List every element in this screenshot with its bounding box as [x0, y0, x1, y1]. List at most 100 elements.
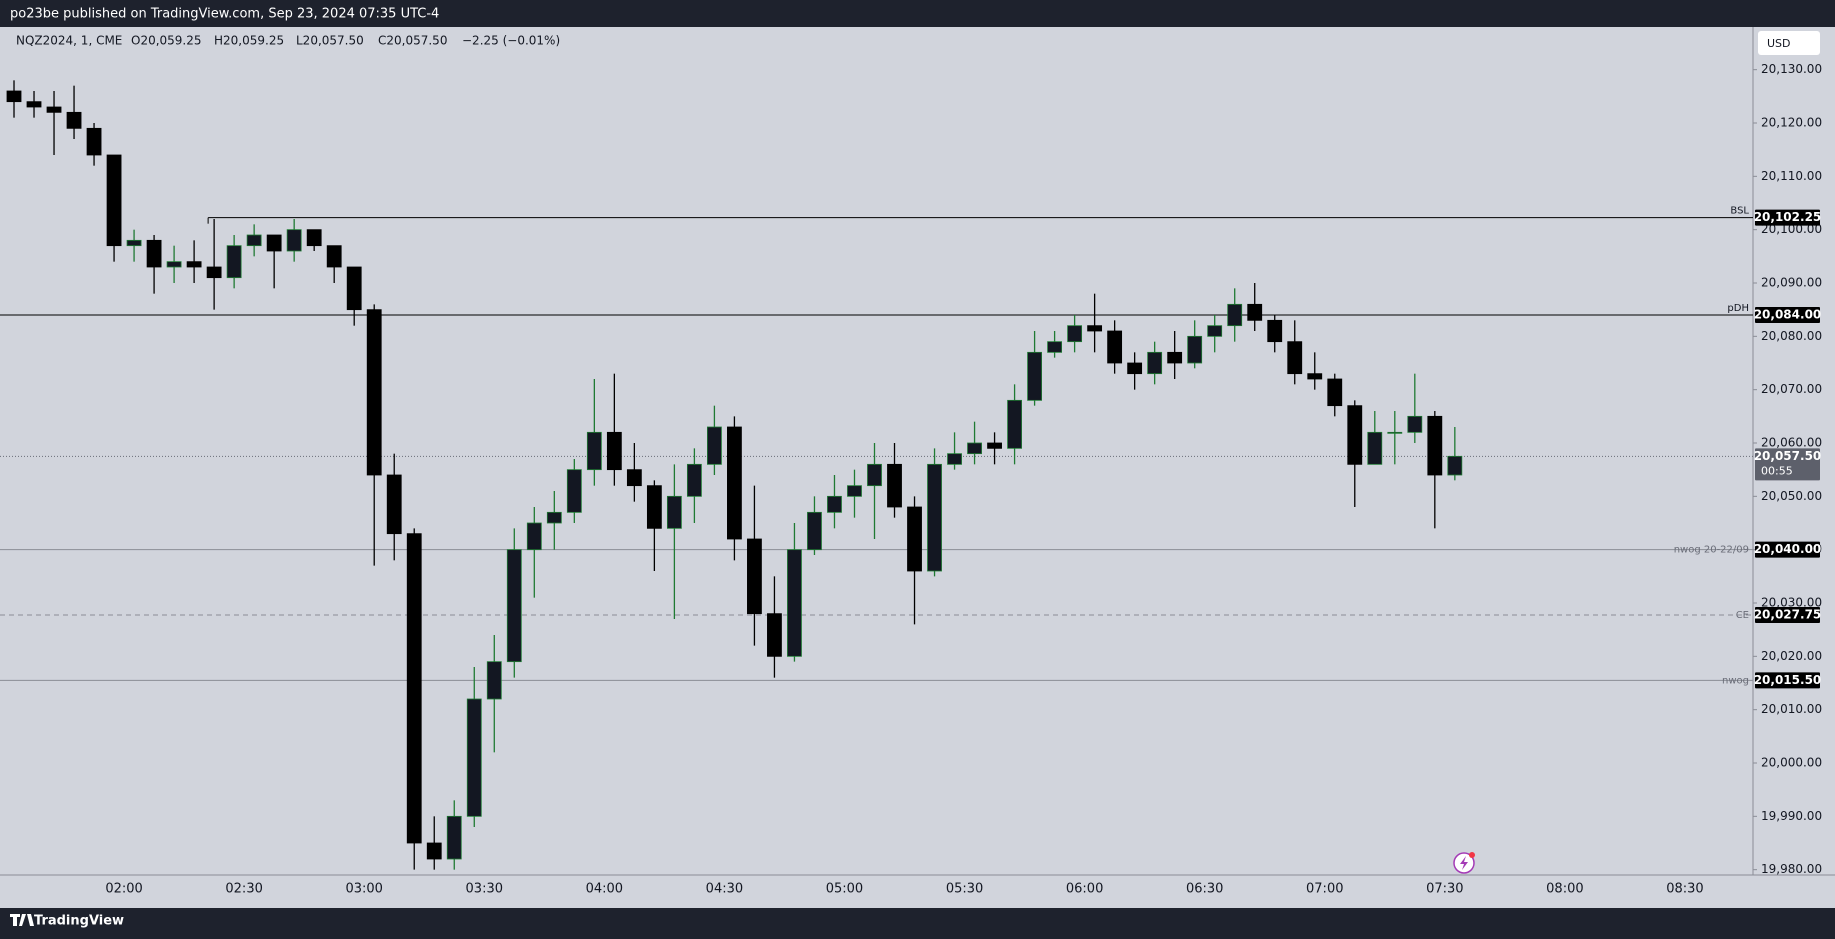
candle-body [1327, 378, 1343, 407]
y-tick-label: 19,990.00 [1761, 809, 1822, 823]
candle-body [1227, 303, 1243, 327]
candle-body [186, 261, 202, 268]
candle-body [46, 106, 62, 113]
candle-body [787, 549, 802, 657]
level-name: BSL [1730, 206, 1749, 217]
x-tick-label: 06:00 [1066, 882, 1103, 897]
candle-body [366, 309, 382, 476]
candle-body [1127, 362, 1143, 375]
candle-body [146, 239, 162, 268]
candle-body [747, 538, 762, 615]
candle-body [1087, 325, 1103, 332]
y-tick-label: 20,090.00 [1761, 276, 1822, 290]
candle-body [326, 245, 342, 268]
candle-body [767, 613, 782, 657]
y-tick-label: 20,050.00 [1761, 489, 1822, 503]
candle-body [1347, 405, 1363, 465]
y-tick-label: 20,130.00 [1761, 62, 1822, 76]
candle-body [1267, 319, 1283, 343]
candle-body [286, 229, 302, 252]
candle-body [566, 469, 582, 513]
candle-body [606, 431, 622, 471]
candle-body [426, 842, 442, 860]
candle-body [1187, 335, 1203, 364]
price-label-box [1755, 209, 1820, 226]
candle-body [1207, 325, 1223, 337]
candle-body [226, 245, 242, 279]
candle-body [526, 522, 542, 551]
x-tick-label: 03:00 [345, 882, 382, 897]
lightning-icon[interactable] [1453, 852, 1475, 874]
price-label: 20,057.50 [1754, 449, 1822, 463]
legend: NQZ2024, 1, CME O20,059.25 H20,059.25 L2… [16, 34, 560, 48]
candle-body [506, 549, 522, 663]
y-tick-label: 20,110.00 [1761, 169, 1822, 183]
currency[interactable]: USD [1767, 37, 1791, 50]
candle-body [1307, 373, 1323, 380]
price-label-box [1755, 307, 1820, 323]
x-tick-label: 07:30 [1426, 882, 1463, 897]
level-name: CE [1736, 610, 1749, 621]
candle-body [1427, 415, 1443, 476]
y-tick-label: 20,120.00 [1761, 116, 1822, 130]
candle-body [1387, 431, 1403, 434]
candle-body [1107, 330, 1123, 364]
candle-body [546, 511, 562, 524]
y-tick-label: 20,000.00 [1761, 756, 1822, 770]
candle-body [246, 234, 262, 247]
candle-body [1367, 431, 1383, 465]
candle-body [406, 533, 422, 844]
candle-body [66, 111, 82, 129]
x-tick-label: 07:00 [1306, 882, 1343, 897]
x-tick-label: 08:30 [1666, 882, 1703, 897]
candle-body [646, 485, 662, 529]
candle-body [847, 485, 862, 497]
brand: TradingView [34, 914, 124, 929]
price-label: 20,084.00 [1754, 308, 1822, 322]
time-axis [0, 875, 1835, 908]
y-tick-label: 20,030.00 [1761, 596, 1822, 610]
candle-body [1147, 351, 1163, 375]
candle-body [907, 506, 922, 572]
level-name: pDH [1727, 303, 1749, 314]
x-tick-label: 02:30 [225, 882, 262, 897]
legend-high: H20,059.25 [214, 34, 284, 48]
candle-body [6, 90, 22, 103]
plot-area [0, 27, 1753, 875]
legend-low: L20,057.50 [296, 34, 364, 48]
icon-dot[interactable] [1469, 852, 1475, 858]
y-tick-label: 20,070.00 [1761, 382, 1822, 396]
candle-body [586, 431, 602, 471]
x-tick-label: 02:00 [105, 882, 142, 897]
legend-change: −2.25 (−0.01%) [462, 34, 560, 48]
price-label: 20,040.00 [1754, 542, 1822, 556]
candle-body [686, 463, 702, 497]
candle-body [1067, 325, 1083, 343]
candle-body [126, 239, 142, 247]
y-tick-label: 20,010.00 [1761, 702, 1822, 716]
candle-body [927, 463, 942, 572]
countdown: 00:55 [1761, 464, 1793, 477]
candle-body [666, 495, 682, 529]
candle-body [306, 229, 322, 247]
candle-body [266, 234, 282, 252]
candle-body [947, 453, 962, 465]
candle-body [626, 469, 642, 487]
currency-box[interactable] [1758, 31, 1820, 55]
brand-logo [10, 914, 34, 926]
legend-open: O20,059.25 [131, 34, 202, 48]
candle-body [466, 698, 482, 817]
candle-body [1167, 351, 1183, 364]
price-label-box [1755, 541, 1820, 558]
icon-bolt[interactable] [1460, 856, 1468, 870]
candle-body [1247, 303, 1263, 321]
header-text: po23be published on TradingView.com, Sep… [10, 7, 439, 22]
y-tick-label: 20,080.00 [1761, 329, 1822, 343]
candle-body [1047, 341, 1063, 353]
candle-body [827, 495, 842, 513]
candle-body [386, 474, 402, 535]
x-tick-label: 06:30 [1186, 882, 1223, 897]
x-tick-label: 04:30 [706, 882, 743, 897]
